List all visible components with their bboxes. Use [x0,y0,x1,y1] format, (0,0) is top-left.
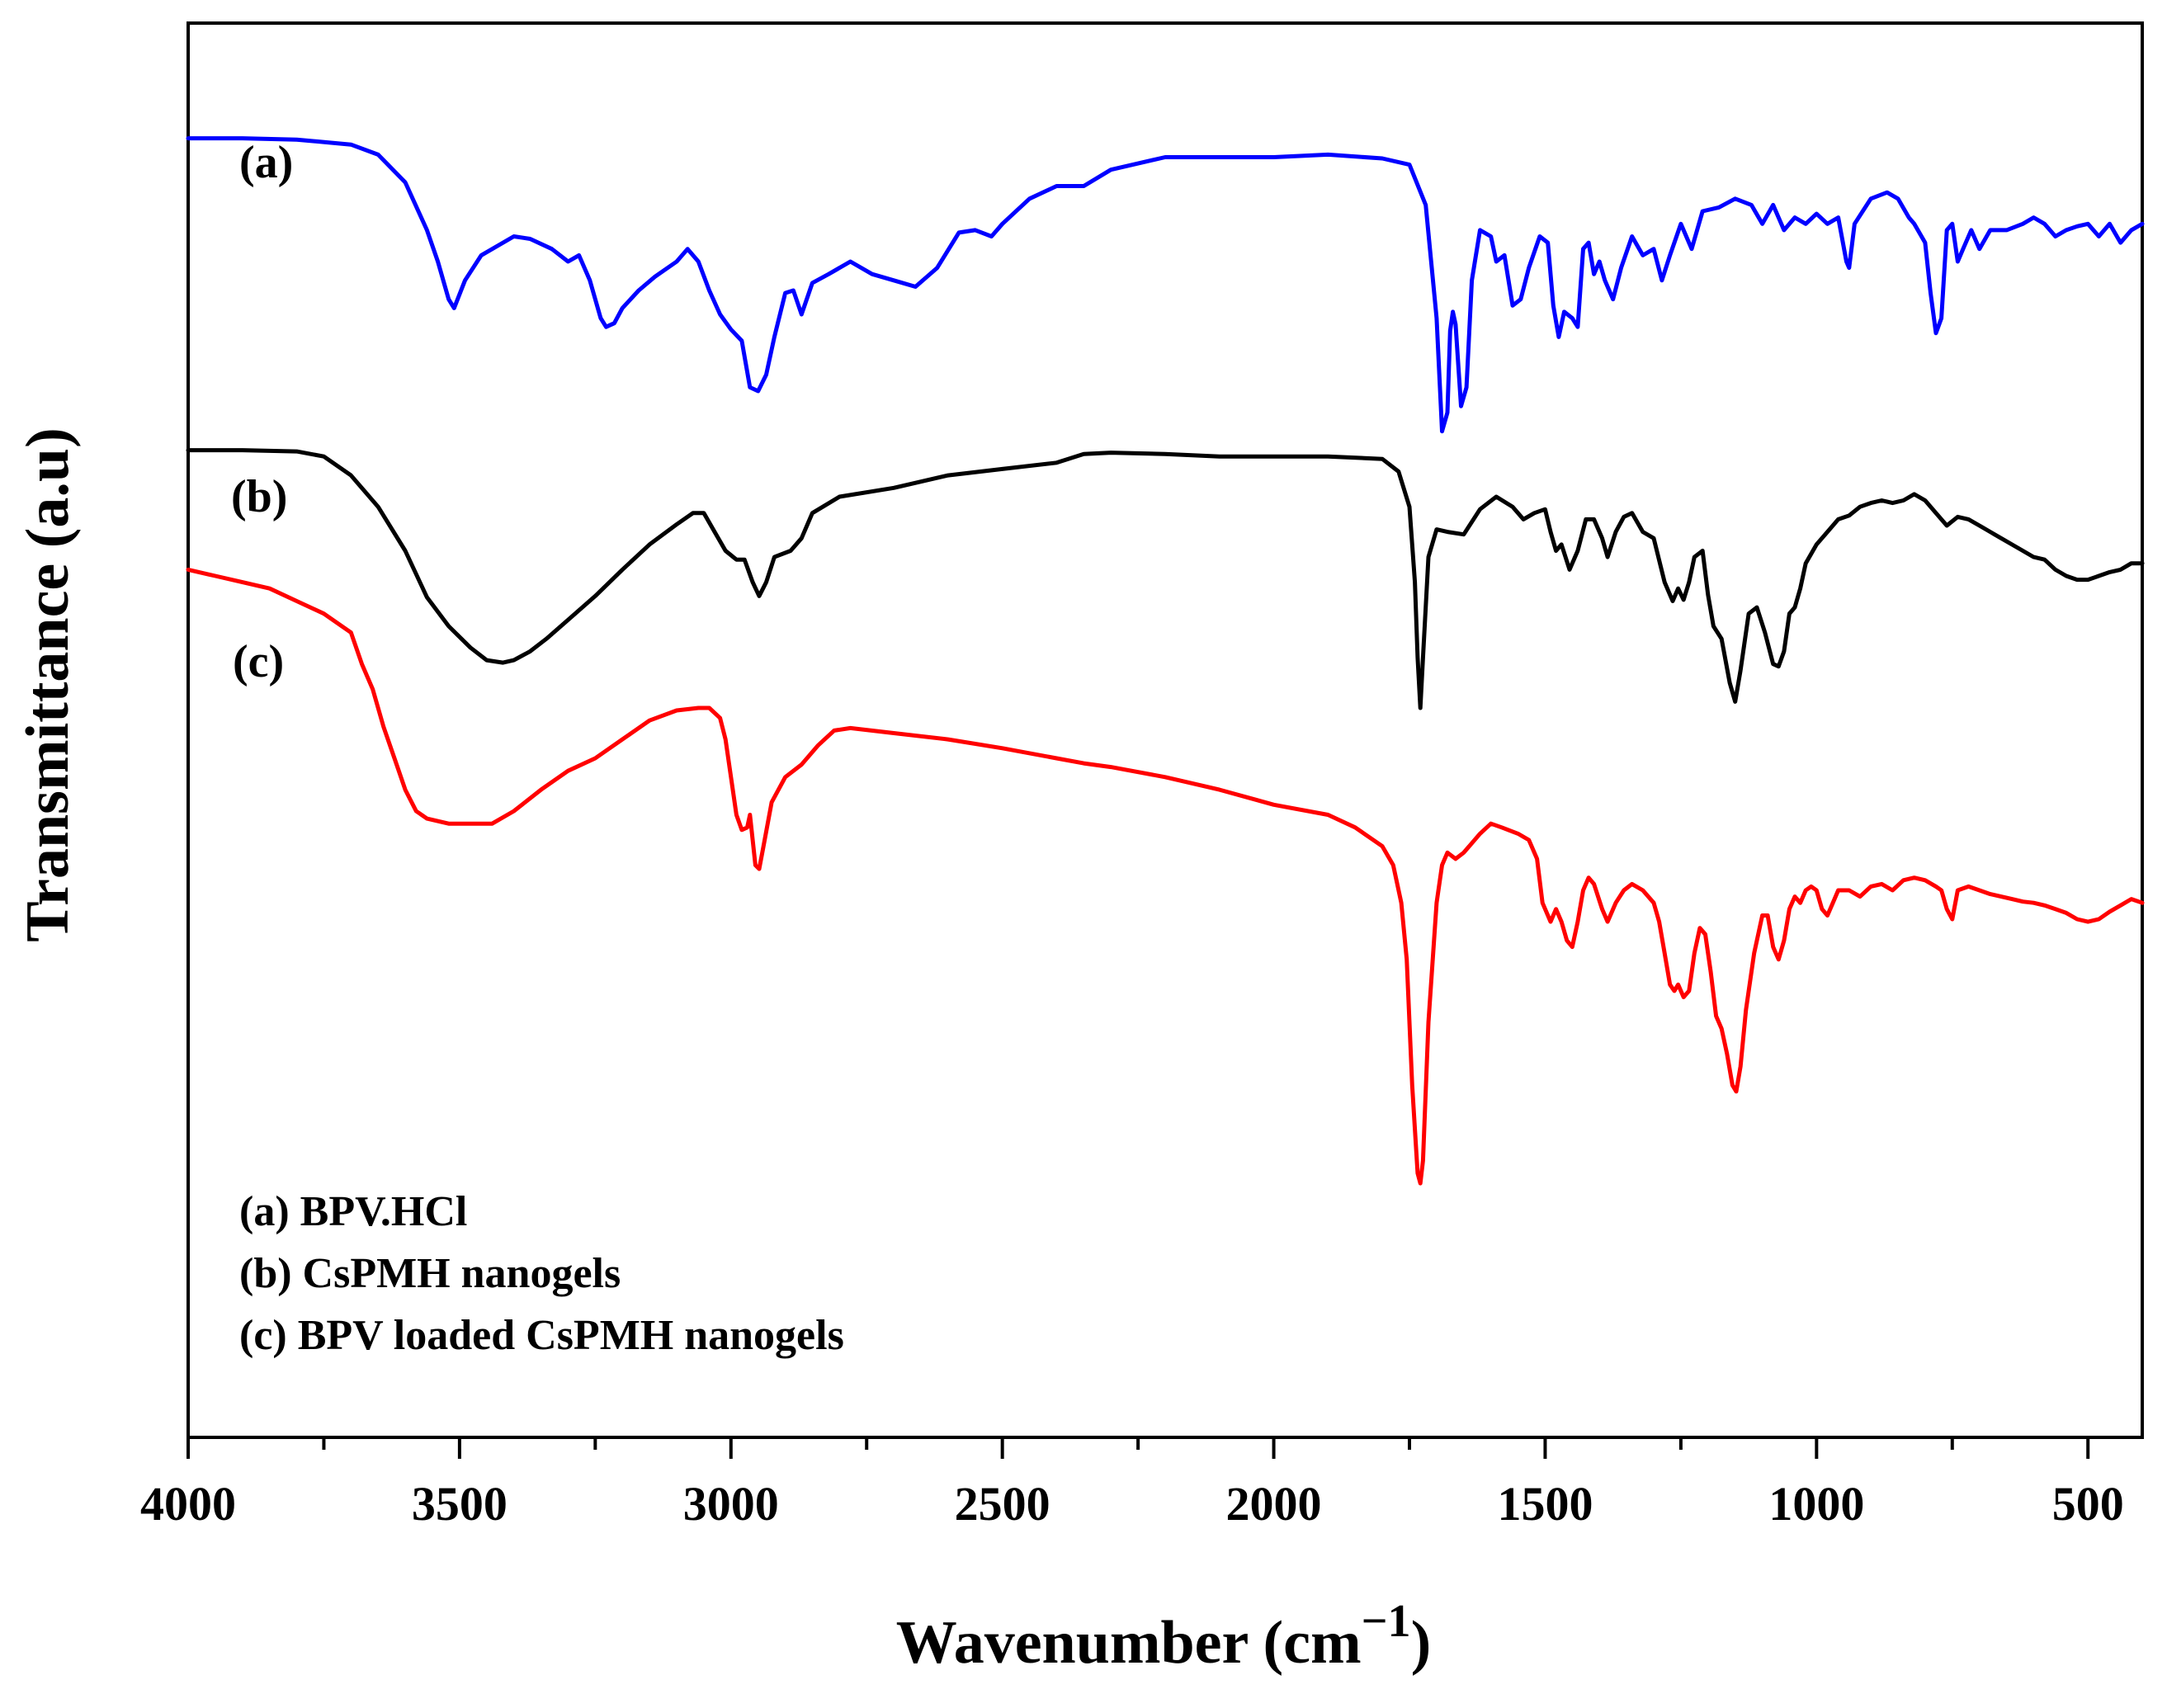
x-tick-label-2500: 2500 [955,1477,1050,1531]
curve-tag-b: (b) [231,471,287,522]
legend-entry-b: (b) CsPMH nanogels [239,1250,621,1297]
x-tick-label-3500: 3500 [412,1477,508,1531]
legend: (a) BPV.HCl (b) CsPMH nanogels (c) BPV l… [239,1188,844,1359]
series-line-c [186,567,2145,1186]
y-axis-title: Transmittance (a.u) [14,427,82,941]
curve-tag-a: (a) [239,137,293,188]
x-tick-label-2000: 2000 [1226,1477,1322,1531]
legend-entry-a: (a) BPV.HCl [239,1188,467,1235]
x-tick-label-3000: 3000 [683,1477,779,1531]
x-axis-title-close: ) [1411,1609,1432,1677]
series-layer [186,136,2145,1186]
x-axis-title-main: Wavenumber (cm [896,1609,1362,1677]
x-axis-ticks: 4000 3500 3000 2500 2000 1500 1000 500 [140,1437,2124,1531]
x-axis-title-superscript: −1 [1362,1596,1411,1647]
x-tick-label-1500: 1500 [1497,1477,1593,1531]
series-line-b [186,448,2145,710]
legend-entry-c: (c) BPV loaded CsPMH nanogels [239,1312,844,1359]
series-line-a [186,136,2145,434]
x-axis-title: Wavenumber (cm−1) [896,1596,1431,1677]
curve-tag-c: (c) [233,636,284,687]
plot-frame [186,21,2144,1439]
x-tick-label-4000: 4000 [140,1477,236,1531]
x-tick-label-1000: 1000 [1768,1477,1864,1531]
x-tick-label-500: 500 [2052,1477,2124,1531]
